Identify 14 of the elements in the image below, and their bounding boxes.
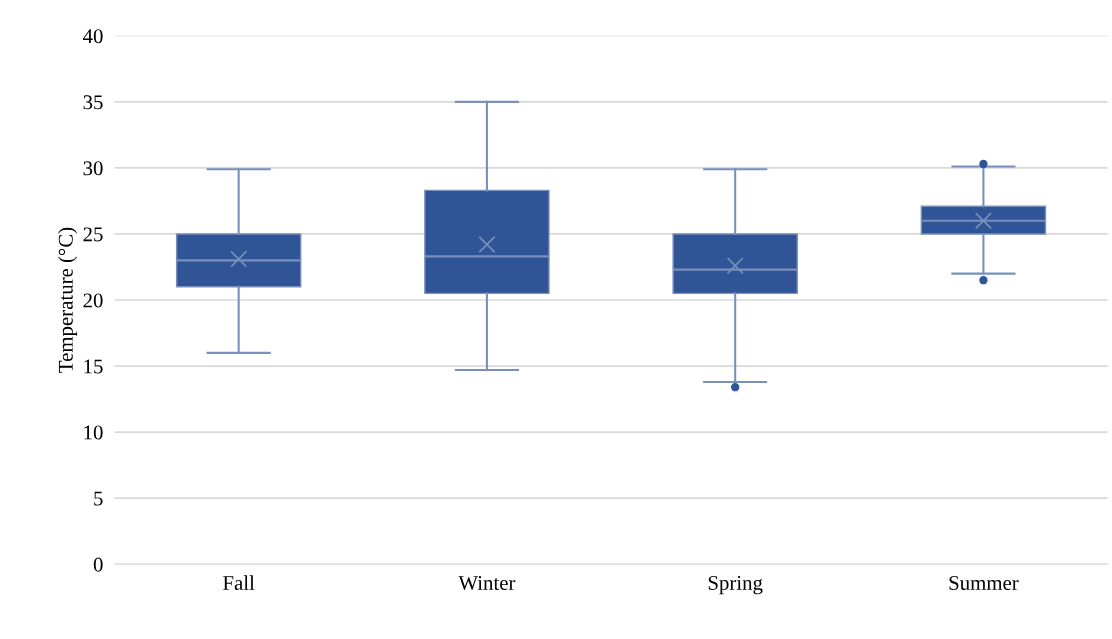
x-tick-label: Spring <box>708 575 763 595</box>
y-tick-label: 0 <box>93 557 103 572</box>
x-tick-label: Fall <box>223 575 255 591</box>
y-tick-label: 20 <box>83 293 103 308</box>
y-axis-title: Temperature (°C) <box>58 227 78 373</box>
y-tick-label: 5 <box>94 491 103 506</box>
y-tick-label: 15 <box>84 359 103 374</box>
x-tick-label: Winter <box>458 576 516 591</box>
x-tick-label: Summer <box>949 576 1019 591</box>
y-tick-label: 25 <box>83 227 103 242</box>
y-tick-label: 35 <box>83 95 103 110</box>
y-tick-label: 40 <box>83 29 103 44</box>
y-tick-label: 10 <box>84 425 103 440</box>
y-tick-label: 30 <box>83 161 103 176</box>
